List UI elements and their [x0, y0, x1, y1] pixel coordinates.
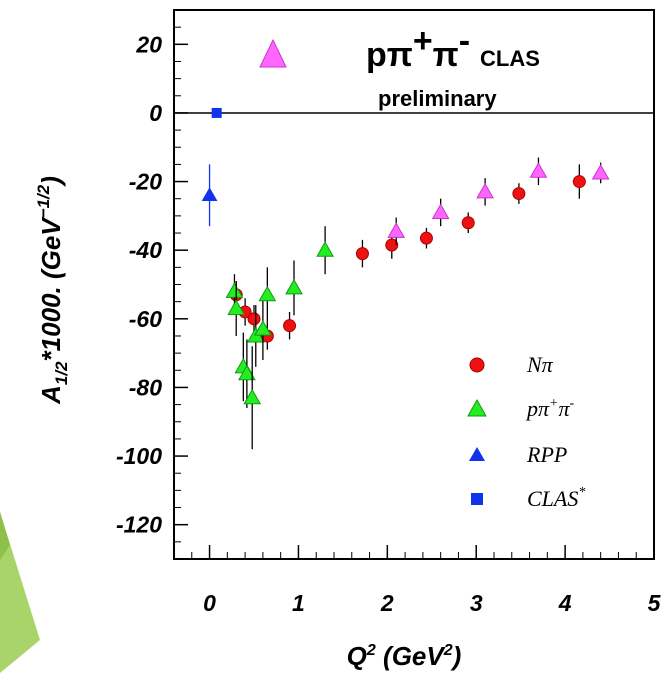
annotation-main: pπ+π- CLAS: [366, 22, 540, 74]
x-tick-label: 2: [380, 590, 394, 616]
point-ppipi: [258, 285, 277, 302]
point-ppipi-clas: [431, 203, 450, 219]
x-tick-label: 0: [203, 590, 216, 616]
point-npi: [247, 312, 261, 326]
x-tick-label: 3: [470, 590, 483, 616]
point-ppipi-clas: [476, 182, 494, 199]
legend-label-rpp: RPP: [526, 442, 567, 467]
legend-marker-clas: [471, 493, 483, 505]
legend: Nπ pπ+π- RPP CLAS*: [467, 352, 585, 511]
x-tick-label: 5: [648, 590, 662, 616]
point-ppipi: [285, 278, 303, 295]
point-ppipi: [254, 320, 272, 336]
point-ppipi: [243, 388, 262, 405]
legend-marker-ppipi: [467, 398, 487, 417]
x-tick-label: 1: [292, 590, 305, 616]
point-ppipi: [225, 282, 244, 298]
point-npi: [461, 216, 475, 230]
annotation-preliminary: preliminary: [378, 86, 497, 111]
point-ppipi: [316, 241, 334, 257]
x-axis-title: Q2 (GeV2): [347, 641, 462, 671]
y-tick-label: -120: [116, 512, 162, 538]
legend-label-clas: CLAS*: [527, 485, 585, 511]
y-tick-label: -80: [129, 374, 162, 400]
point-npi: [385, 238, 399, 252]
y-tick-label: -100: [116, 443, 162, 469]
x-tick-label: 4: [558, 590, 572, 616]
y-tick-label: -20: [129, 169, 162, 195]
point-ppipi-clas: [387, 222, 406, 238]
legend-label-npi: Nπ: [526, 352, 554, 377]
point-ppipi-clas: [529, 162, 548, 178]
y-tick-label: 0: [149, 100, 162, 126]
annotation-marker: [259, 38, 287, 68]
decorative-shape-dark: [0, 512, 10, 560]
point-ppipi: [238, 364, 256, 381]
point-clas: [211, 107, 222, 118]
point-npi: [572, 175, 586, 189]
point-ppipi: [227, 299, 246, 316]
point-npi: [512, 187, 526, 201]
point-ppipi-clas: [591, 163, 610, 180]
point-npi: [283, 319, 297, 333]
legend-marker-npi: [469, 357, 485, 373]
y-tick-label: -40: [129, 237, 162, 263]
point-rpp: [201, 187, 218, 202]
legend-marker-rpp: [469, 447, 485, 461]
point-npi: [355, 247, 369, 261]
decorative-shape: [0, 512, 40, 673]
y-tick-label: 20: [135, 31, 162, 57]
point-npi: [419, 231, 433, 245]
y-axis-title: A1/2*1000. (GeV−1/2): [34, 176, 71, 405]
y-tick-label: -60: [129, 306, 162, 332]
legend-label-ppipi: pπ+π-: [525, 396, 575, 421]
